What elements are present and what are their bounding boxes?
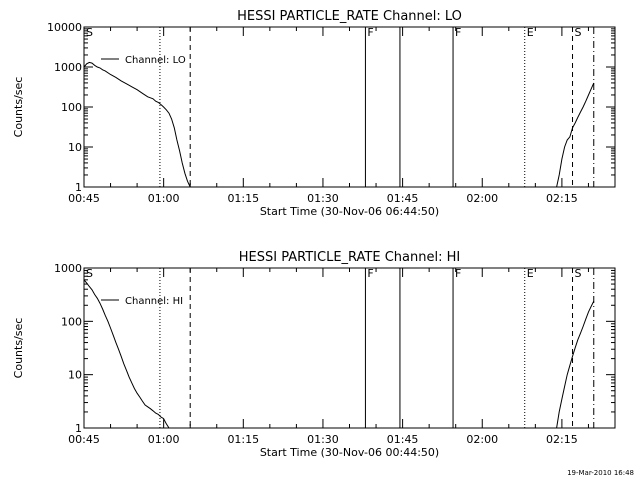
x-tick-label: 01:00 (148, 433, 180, 446)
event-marker-label: S (575, 267, 582, 280)
panel-hi: HESSI PARTICLE_RATE Channel: HI 1 10 100 100… (12, 250, 616, 459)
event-marker-label: F (367, 26, 373, 39)
x-tick-label: 02:00 (466, 433, 498, 446)
y-tick-label: 1000 (54, 262, 82, 275)
chart-title: HESSI PARTICLE_RATE Channel: HI (239, 250, 460, 265)
y-axis-label: Counts/sec (12, 77, 25, 138)
y-tick-label: 100 (61, 101, 82, 114)
y-tick-label: 1 (75, 422, 82, 435)
event-marker-label: F (455, 26, 461, 39)
y-tick-label: 1000 (54, 61, 82, 74)
x-tick-label: 02:15 (546, 192, 578, 205)
event-marker-label: E (527, 26, 534, 39)
chart-title: HESSI PARTICLE_RATE Channel: LO (237, 9, 462, 24)
y-tick-label: 10000 (47, 21, 82, 34)
data-series-line (83, 279, 170, 429)
x-tick-label: 01:45 (387, 433, 419, 446)
y-tick-label: 10 (68, 141, 82, 154)
x-tick-label: 01:00 (148, 192, 180, 205)
panel-lo: HESSI PARTICLE_RATE Channel: LO 1 10 100 100… (12, 9, 616, 218)
x-tick-label: 01:30 (307, 192, 339, 205)
y-axis-label: Counts/sec (12, 318, 25, 379)
plot-frame (83, 267, 616, 429)
x-tick-label: 02:00 (466, 192, 498, 205)
data-series-line (556, 300, 595, 429)
generation-timestamp: 19-Mar-2010 16:48 (567, 469, 634, 477)
x-tick-label: 00:45 (68, 192, 100, 205)
x-tick-label: 00:45 (68, 433, 100, 446)
x-axis-label: Start Time (30-Nov-06 00:44:50) (260, 446, 439, 459)
event-marker-label: S (575, 26, 582, 39)
y-tick-label: 10 (68, 369, 82, 382)
x-tick-label: 02:15 (546, 433, 578, 446)
event-marker-label: S (86, 26, 93, 39)
legend-label: Channel: LO (125, 55, 186, 66)
x-tick-label: 01:15 (227, 192, 259, 205)
event-marker-label: E (527, 267, 534, 280)
data-series-line (83, 61, 191, 188)
legend-label: Channel: HI (125, 296, 183, 307)
y-tick-label: 100 (61, 315, 82, 328)
x-tick-label: 01:30 (307, 433, 339, 446)
x-tick-label: 01:15 (227, 433, 259, 446)
y-tick-label: 1 (75, 181, 82, 194)
event-marker-label: F (455, 267, 461, 280)
x-axis-label: Start Time (30-Nov-06 06:44:50) (260, 205, 439, 218)
data-series-line (556, 82, 595, 188)
event-marker-label: F (367, 267, 373, 280)
event-marker-label: S (86, 267, 93, 280)
x-tick-label: 01:45 (387, 192, 419, 205)
